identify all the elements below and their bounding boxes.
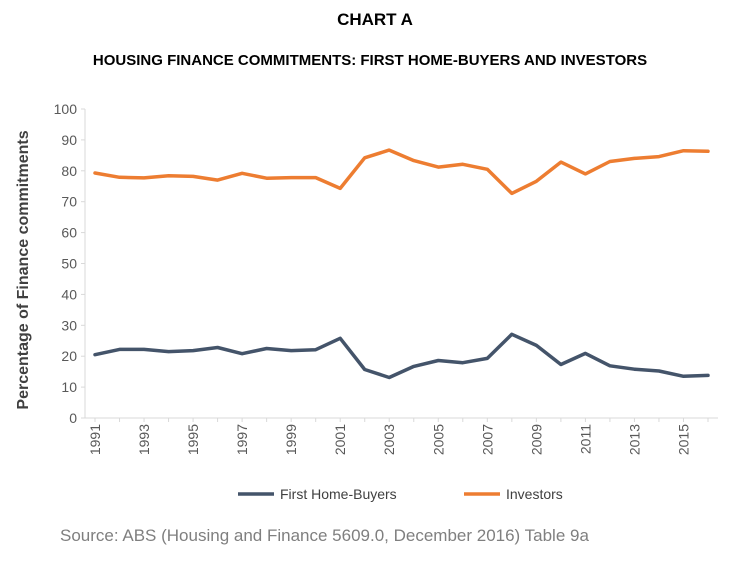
x-tick-label: 2005 [430,424,446,455]
y-tick-label: 20 [61,348,77,364]
y-axis-label: Percentage of Finance commitments [15,130,32,409]
y-tick-label: 10 [61,379,77,395]
series-lines [93,148,710,380]
y-tick-label: 70 [61,194,77,210]
x-tick-label: 2001 [332,424,348,455]
y-tick-label: 30 [61,317,77,333]
chart-title: HOUSING FINANCE COMMITMENTS: FIRST HOME-… [92,52,648,69]
x-tick-label: 2015 [675,424,691,455]
axes [81,108,718,422]
source-note: Source: ABS (Housing and Finance 5609.0,… [60,526,589,545]
series-line-first-home-buyers [93,332,710,380]
x-tick-label: 1995 [185,424,201,455]
x-tick-label: 2003 [381,424,397,455]
y-tick-label: 90 [61,132,77,148]
y-tick-label: 60 [61,225,77,241]
x-tick-label: 1993 [136,424,152,455]
x-tick-label: 2009 [528,424,544,455]
x-tick-label: 2007 [479,424,495,455]
legend-label: First Home-Buyers [280,486,397,502]
x-tick-label: 1997 [234,424,250,455]
tick-labels: 0 10 20 30 40 50 60 70 80 90 100 1991 1993 1995 1997 19… [54,101,692,455]
legend-label: Investors [506,486,563,502]
y-tick-label: 0 [69,410,77,426]
x-tick-label: 1991 [87,424,103,455]
x-tick-label: 2011 [577,424,593,454]
chart-label: CHART A [337,10,413,29]
y-tick-label: 50 [61,256,77,272]
line-chart: 0 10 20 30 40 50 60 70 80 90 100 1991 1993 1995 1997 19… [15,101,718,502]
legend: First Home-Buyers Investors [238,486,563,502]
x-tick-label: 2013 [626,424,642,455]
series-line-investors [93,148,710,196]
y-tick-label: 80 [61,163,77,179]
y-tick-label: 100 [54,101,78,117]
y-tick-label: 40 [61,286,77,302]
x-tick-label: 1999 [283,424,299,455]
